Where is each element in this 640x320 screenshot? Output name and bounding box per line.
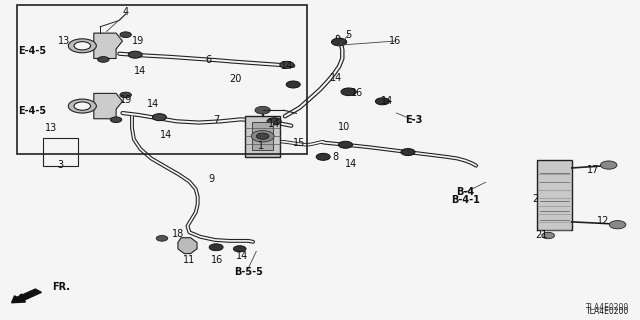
Text: 4: 4 [123, 7, 129, 18]
Text: 14: 14 [236, 251, 248, 261]
Circle shape [280, 61, 294, 68]
Circle shape [98, 57, 109, 62]
Circle shape [401, 148, 415, 156]
Text: 14: 14 [134, 66, 147, 76]
Text: 14: 14 [381, 96, 393, 106]
Circle shape [376, 98, 390, 105]
Text: 19: 19 [120, 95, 132, 105]
Circle shape [74, 42, 91, 50]
Text: 12: 12 [597, 216, 610, 226]
Circle shape [255, 106, 270, 114]
Circle shape [341, 88, 356, 96]
Circle shape [256, 133, 269, 140]
Polygon shape [94, 33, 122, 59]
Text: FR.: FR. [52, 282, 70, 292]
Text: B-4: B-4 [456, 187, 474, 197]
Circle shape [209, 244, 223, 251]
Text: B-5-5: B-5-5 [234, 267, 263, 277]
Text: E-3: E-3 [406, 115, 423, 125]
Text: 16: 16 [211, 255, 223, 265]
Text: 13: 13 [58, 36, 70, 46]
Circle shape [316, 153, 330, 160]
Bar [252, 122, 273, 150]
Text: E-4-5: E-4-5 [18, 45, 46, 56]
Bar [537, 160, 572, 230]
Text: 14: 14 [281, 61, 293, 71]
Text: 16: 16 [351, 88, 363, 98]
Bar [246, 116, 280, 157]
Text: 16: 16 [389, 36, 401, 46]
Text: 2: 2 [532, 194, 538, 204]
Text: 7: 7 [214, 115, 220, 125]
Text: 1: 1 [259, 141, 264, 151]
Text: 9: 9 [209, 174, 215, 184]
Text: 21: 21 [536, 229, 548, 240]
Circle shape [339, 141, 353, 148]
Text: TLA4E0200: TLA4E0200 [586, 307, 629, 316]
Circle shape [600, 161, 617, 169]
Text: 14: 14 [330, 73, 342, 83]
Text: 14: 14 [159, 130, 172, 140]
Text: 5: 5 [346, 30, 352, 40]
Polygon shape [178, 238, 197, 253]
Circle shape [120, 32, 131, 37]
Text: 13: 13 [45, 123, 57, 133]
Text: 11: 11 [183, 255, 195, 265]
Circle shape [286, 81, 300, 88]
Circle shape [68, 39, 97, 53]
Circle shape [609, 220, 626, 229]
Circle shape [68, 99, 97, 113]
Text: 10: 10 [338, 122, 350, 132]
Circle shape [120, 92, 131, 98]
Polygon shape [94, 93, 122, 119]
Bar [17, 4, 307, 154]
Text: 14: 14 [268, 118, 280, 129]
Circle shape [128, 51, 142, 58]
Text: 3: 3 [57, 160, 63, 170]
Text: 20: 20 [230, 74, 242, 84]
Text: B-4-1: B-4-1 [451, 195, 480, 205]
Circle shape [110, 117, 122, 123]
Circle shape [251, 131, 274, 142]
Circle shape [234, 246, 246, 252]
FancyArrow shape [12, 289, 42, 303]
Text: E-4-5: E-4-5 [18, 106, 46, 116]
Text: 8: 8 [333, 152, 339, 163]
Circle shape [74, 102, 91, 110]
Circle shape [541, 232, 554, 239]
Text: 17: 17 [586, 165, 599, 175]
Text: 14: 14 [344, 159, 356, 169]
Bar [43, 138, 78, 166]
Text: 15: 15 [293, 138, 306, 148]
Circle shape [332, 38, 347, 46]
Circle shape [156, 236, 168, 241]
Text: 14: 14 [147, 100, 159, 109]
Text: 6: 6 [205, 55, 212, 65]
Text: TLA4E0200: TLA4E0200 [586, 303, 629, 312]
Text: 18: 18 [172, 228, 185, 239]
Circle shape [267, 118, 281, 125]
Text: 19: 19 [132, 36, 145, 46]
Circle shape [152, 114, 166, 121]
